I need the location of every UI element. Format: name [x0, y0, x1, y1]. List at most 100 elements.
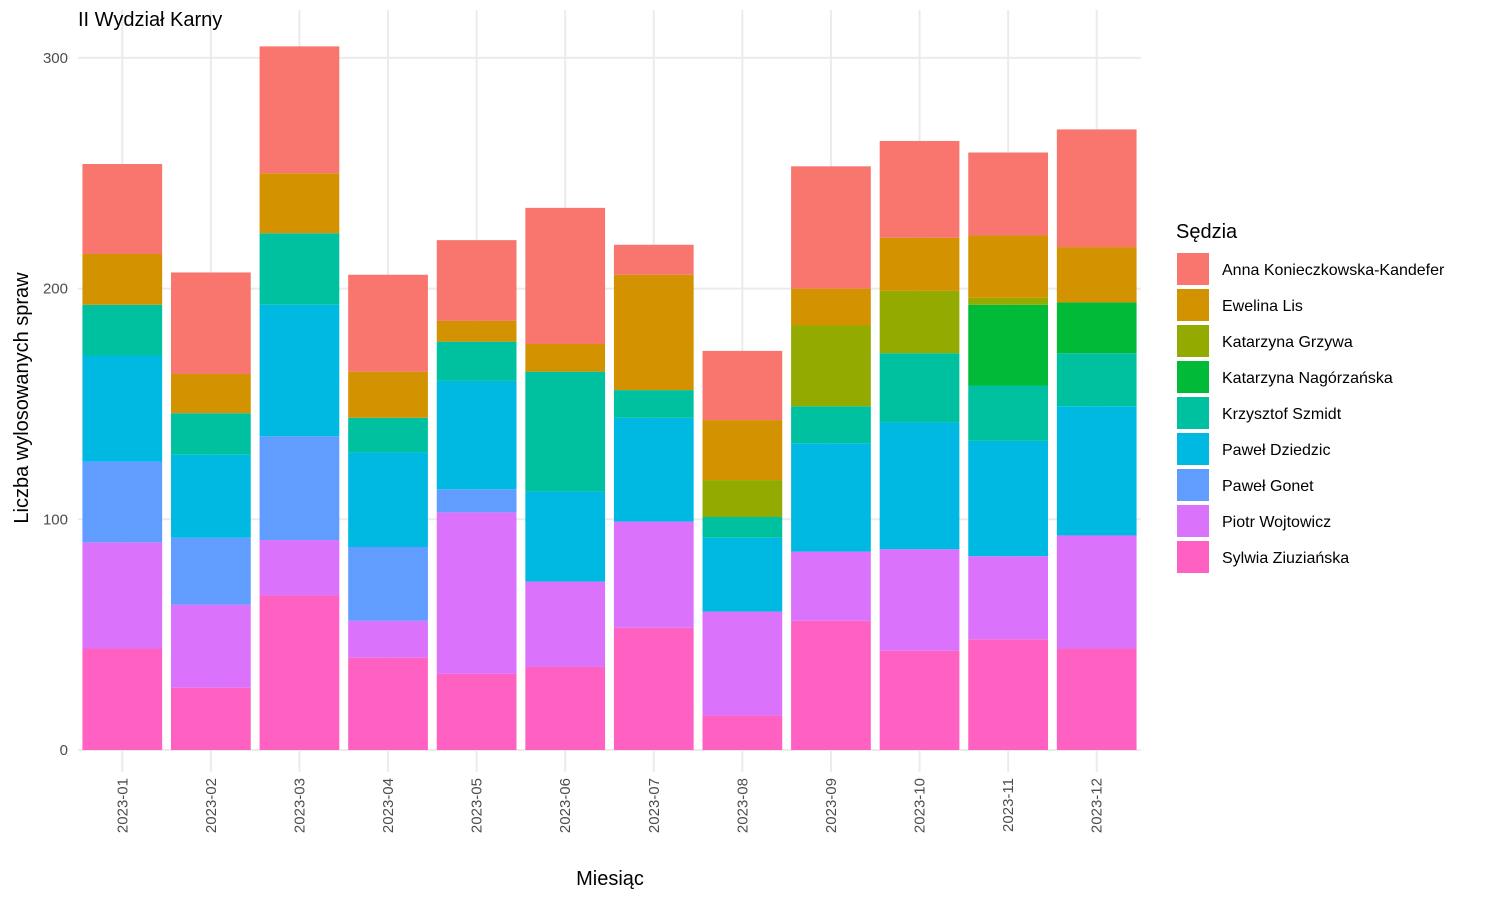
x-axis-title: Miesiąc: [576, 868, 644, 890]
legend-label: Ewelina Lis: [1222, 298, 1303, 315]
bar-segment: [348, 620, 428, 658]
bar-segment: [702, 611, 783, 716]
x-tick-label: 2023-10: [912, 778, 929, 833]
legend-key: [1177, 541, 1209, 573]
bar-segment: [791, 620, 871, 750]
bar-segment: [968, 304, 1048, 386]
chart-title: II Wydział Karny: [78, 9, 222, 31]
bar-segment: [259, 304, 340, 437]
x-tick-label: 2023-06: [557, 778, 574, 833]
y-tick-label: 200: [43, 281, 68, 298]
x-tick-label: 2023-07: [646, 778, 663, 833]
legend-key: [1177, 505, 1209, 537]
x-tick-label: 2023-03: [291, 778, 308, 833]
bar-segment: [436, 673, 517, 750]
bar-segment: [82, 304, 163, 356]
bar-segment: [702, 420, 783, 481]
bar-segment: [436, 489, 517, 513]
bar-segment: [968, 639, 1048, 750]
bar-segment: [348, 417, 428, 453]
y-tick-label: 100: [43, 511, 68, 528]
x-tick-label: 2023-05: [469, 778, 486, 833]
bar-segment: [702, 537, 783, 612]
bar-segment: [171, 687, 251, 750]
bar-segment: [879, 353, 960, 423]
bar-segment: [171, 413, 251, 455]
legend-label: Sylwia Ziuziańska: [1222, 550, 1349, 567]
bar-segment: [436, 240, 517, 321]
bar-segment: [348, 274, 428, 372]
bar-segment: [348, 657, 428, 750]
bar-segment: [259, 436, 340, 541]
bar-segment: [1056, 302, 1137, 354]
y-axis-ticks: 0 100 200 300: [43, 50, 68, 759]
bar-segment: [879, 290, 960, 354]
bar-segment: [879, 140, 960, 238]
bar-segment: [613, 390, 694, 418]
legend-title: Sędzia: [1176, 221, 1238, 243]
x-tick-label: 2023-12: [1089, 778, 1106, 833]
legend-label: Katarzyna Nagórzańska: [1222, 370, 1393, 387]
bar-segment: [702, 350, 783, 421]
bar-segment: [613, 244, 694, 275]
bar-segment: [259, 540, 340, 596]
bar-segment: [702, 715, 783, 750]
bar-segment: [82, 253, 163, 305]
x-axis-ticks: 2023-01 2023-02 2023-03 2023-04 2023-05 2023-…: [114, 778, 1105, 833]
bar-segment: [259, 233, 340, 305]
x-tick-label: 2023-08: [734, 778, 751, 833]
legend-key: [1177, 469, 1209, 501]
bar-segment: [525, 371, 606, 492]
legend-key: [1177, 361, 1209, 393]
bar-segment: [1056, 129, 1137, 248]
bar-segment: [436, 380, 517, 490]
bar-segment: [1056, 648, 1137, 750]
bar-segment: [525, 207, 606, 344]
bar-segment: [525, 491, 606, 582]
bar-segment: [348, 546, 428, 621]
x-tick-label: 2023-02: [203, 778, 220, 833]
bar-segment: [348, 371, 428, 418]
bar-segment: [968, 235, 1048, 298]
bar-segment: [82, 461, 163, 543]
bar-segment: [82, 164, 163, 254]
bar-segment: [968, 385, 1048, 441]
bar-segment: [791, 325, 871, 407]
x-tick-label: 2023-04: [380, 778, 397, 833]
bar-segment: [879, 422, 960, 550]
bar-segment: [259, 173, 340, 234]
x-tick-label: 2023-09: [823, 778, 840, 833]
bar-segment: [791, 406, 871, 444]
bar-segment: [879, 237, 960, 291]
bar-segment: [968, 152, 1048, 236]
bar-segment: [879, 549, 960, 651]
bar-segment: [436, 512, 517, 674]
bar-segment: [791, 443, 871, 552]
bar-segment: [879, 650, 960, 750]
bar-segment: [171, 604, 251, 688]
bar-segment: [171, 272, 251, 374]
legend-label: Anna Konieczkowska-Kandefer: [1222, 262, 1445, 279]
legend-key: [1177, 433, 1209, 465]
bar-segment: [613, 627, 694, 750]
legend-key: [1177, 253, 1209, 285]
bar-segment: [525, 666, 606, 750]
bar-segment: [171, 454, 251, 538]
bar-segment: [259, 595, 340, 750]
bar-segment: [791, 166, 871, 289]
bar-segment: [791, 551, 871, 621]
bar-segment: [1056, 406, 1137, 536]
legend-key: [1177, 325, 1209, 357]
legend-label: Krzysztof Szmidt: [1222, 406, 1342, 423]
y-tick-label: 300: [43, 50, 68, 67]
bar-segment: [436, 341, 517, 381]
bar-segment: [613, 521, 694, 628]
bar-segment: [968, 440, 1048, 557]
bar-segment: [171, 373, 251, 414]
bar-segment: [82, 355, 163, 462]
bar-segment: [348, 452, 428, 547]
legend-label: Piotr Wojtowicz: [1222, 514, 1331, 531]
bar-segment: [82, 648, 163, 750]
x-tick-label: 2023-11: [1000, 778, 1017, 832]
bar-segment: [613, 274, 694, 391]
